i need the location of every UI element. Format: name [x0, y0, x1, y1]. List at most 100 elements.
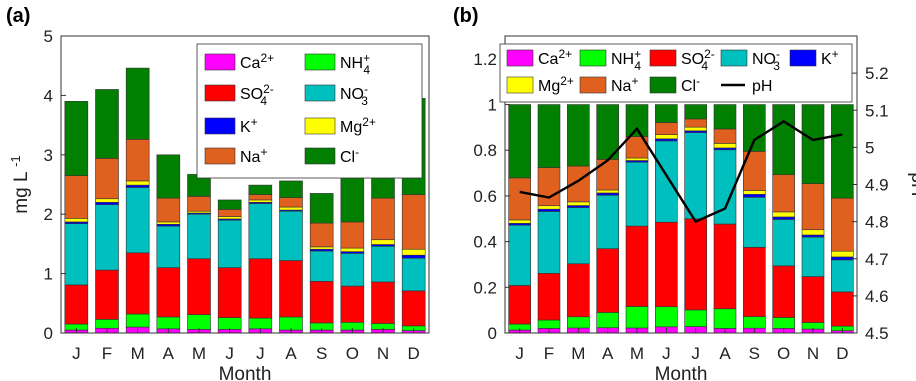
- bar-no3-10: [340, 253, 365, 287]
- bar-no3-10: [772, 219, 795, 267]
- x-axis-label: Month: [219, 364, 272, 381]
- bar-so4-3: [567, 263, 590, 318]
- bar-na-4: [596, 159, 619, 191]
- panel-b-label: (b): [453, 5, 479, 27]
- x-tick-label: O: [346, 344, 359, 363]
- bar-so4-10: [772, 265, 795, 318]
- legend-swatch-ca: [204, 53, 236, 71]
- x-tick-label: A: [163, 344, 175, 363]
- legend-label-mg: Mg2+: [340, 115, 376, 136]
- y-tick-label: 0: [488, 324, 497, 343]
- bar-na-12: [831, 197, 854, 252]
- bar-mg-12: [831, 250, 854, 258]
- legend-swatch-na: [204, 147, 236, 165]
- y-tick-label: 0.8: [473, 141, 497, 160]
- bar-na-10: [340, 221, 365, 249]
- legend-swatch-cl: [649, 76, 677, 94]
- legend-label-cl: Cl-: [681, 74, 700, 95]
- bar-mg-11: [371, 239, 395, 245]
- bar-cl-10: [340, 172, 365, 223]
- x-tick-label: A: [719, 344, 731, 363]
- legend-swatch-no3: [720, 49, 748, 67]
- y2-tick-label: 5: [865, 138, 874, 157]
- bar-no3-9: [309, 250, 334, 282]
- bar-nh4-6: [217, 317, 242, 330]
- bar-no3-12: [401, 257, 426, 292]
- ph-line: [519, 119, 843, 224]
- y2-tick-label: 4.9: [865, 176, 889, 195]
- bar-na-6: [217, 209, 242, 217]
- bar-k-11: [801, 234, 825, 238]
- bar-cl-8: [713, 104, 737, 130]
- bar-no3-6: [655, 140, 678, 223]
- bar-no3-11: [371, 245, 395, 283]
- y-tick-label: 1.2: [473, 50, 497, 69]
- bar-so4-1: [508, 285, 531, 325]
- bar-no3-6: [217, 219, 242, 268]
- bar-so4-7: [684, 218, 707, 311]
- bar-nh4-10: [772, 317, 795, 329]
- bar-no3-11: [801, 236, 825, 277]
- bar-na-12: [401, 194, 426, 250]
- legend-swatch-na: [579, 76, 607, 94]
- bar-na-2: [95, 158, 119, 200]
- legend-swatch-nh4: [579, 49, 607, 67]
- bar-cl-2: [95, 89, 119, 159]
- bar-mg-8: [279, 206, 303, 211]
- x-tick-label: M: [131, 344, 145, 363]
- bar-cl-6: [217, 199, 242, 210]
- bar-na-5: [187, 196, 211, 212]
- bar-no3-7: [684, 132, 707, 220]
- y-tick-label: 0.6: [473, 187, 497, 206]
- bar-nh4-5: [625, 306, 649, 329]
- x-tick-label: D: [836, 344, 848, 363]
- bar-k-12: [831, 256, 854, 261]
- y2-tick-label: 4.5: [865, 324, 889, 343]
- y-tick-label: 3: [44, 146, 53, 165]
- legend-label-k: K+: [240, 115, 258, 136]
- bar-no3-8: [279, 210, 303, 261]
- bar-cl-2: [537, 104, 561, 168]
- bar-na-8: [279, 197, 303, 208]
- y-tick-label: 1: [488, 96, 497, 115]
- x-tick-label: N: [807, 344, 819, 363]
- legend-label-mg: Mg2+: [538, 74, 574, 95]
- bar-no3-4: [596, 194, 619, 249]
- bar-k-3: [125, 184, 150, 188]
- bar-mg-3: [567, 201, 590, 206]
- x-tick-label: J: [225, 344, 234, 363]
- bar-so4-10: [340, 285, 365, 323]
- bar-cl-7: [684, 104, 707, 120]
- y-axis-label: mg L -1: [8, 155, 32, 213]
- bar-mg-4: [596, 189, 619, 194]
- x-tick-label: M: [192, 344, 206, 363]
- bar-mg-10: [772, 211, 795, 218]
- bar-no3-5: [187, 213, 211, 260]
- x-tick-label: S: [316, 344, 327, 363]
- bar-mg-9: [743, 190, 766, 195]
- bar-na-9: [309, 222, 334, 248]
- y-tick-label: 0: [44, 324, 53, 343]
- bar-cl-1: [508, 104, 531, 179]
- x-tick-label: O: [777, 344, 790, 363]
- x-tick-label: J: [72, 344, 81, 363]
- bar-nh4-8: [713, 308, 737, 329]
- bar-k-2: [95, 202, 119, 205]
- bar-na-11: [371, 197, 395, 241]
- bar-cl-8: [279, 180, 303, 198]
- legend-label-k: K+: [821, 47, 839, 68]
- legend-swatch-mg: [304, 117, 336, 135]
- bar-k-3: [567, 205, 590, 208]
- bar-so4-2: [95, 269, 119, 320]
- bar-cl-4: [156, 154, 181, 199]
- bar-nh4-5: [187, 314, 211, 330]
- y-tick-label: 5: [44, 27, 53, 46]
- bar-so4-7: [248, 258, 273, 319]
- bar-no3-12: [831, 259, 854, 293]
- bar-na-2: [537, 167, 561, 207]
- legend: Ca2+ NH+ 4 SO2-4 NO-3 K+ Mg2+ Na+ Cl-: [196, 43, 423, 179]
- bar-k-6: [655, 138, 678, 142]
- bar-mg-11: [801, 229, 825, 236]
- bar-na-11: [801, 183, 825, 231]
- x-tick-label: D: [408, 344, 420, 363]
